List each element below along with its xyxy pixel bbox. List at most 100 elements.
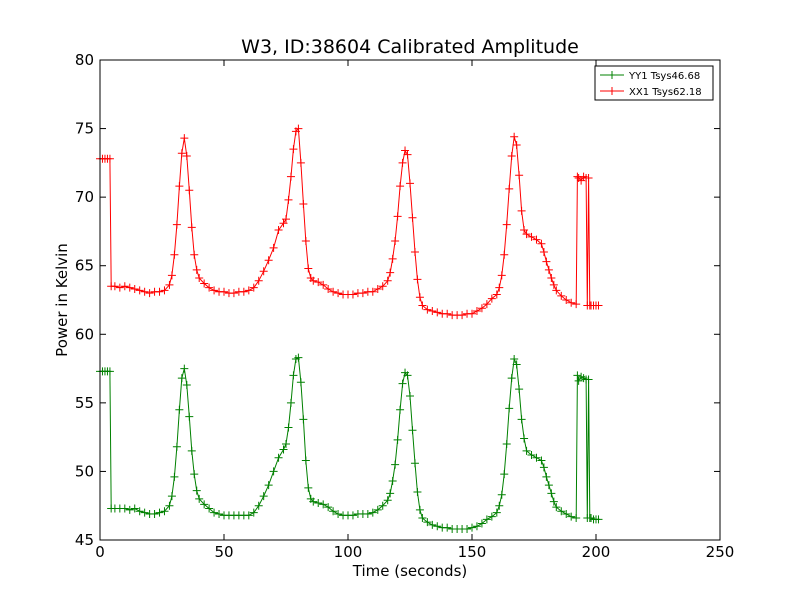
data-point-marker xyxy=(415,505,424,514)
data-point-marker xyxy=(284,423,293,432)
data-point-marker xyxy=(547,274,556,283)
data-point-marker xyxy=(495,501,504,510)
data-point-marker xyxy=(309,276,318,285)
data-point-marker xyxy=(413,488,422,496)
data-point-marker xyxy=(182,152,191,160)
y-tick-label: 70 xyxy=(75,188,94,206)
series-2 xyxy=(96,124,603,320)
data-point-marker xyxy=(383,496,392,505)
data-point-marker xyxy=(329,287,338,296)
data-point-marker xyxy=(567,298,576,307)
data-point-marker xyxy=(522,230,531,239)
legend-box xyxy=(594,65,714,101)
data-point-marker xyxy=(517,415,526,424)
data-point-marker xyxy=(472,522,481,531)
data-point-marker xyxy=(383,276,392,285)
data-point-marker xyxy=(520,226,529,235)
data-point-marker xyxy=(279,219,288,228)
data-point-marker xyxy=(507,374,516,383)
data-point-marker xyxy=(577,176,586,185)
data-point-marker xyxy=(205,283,214,292)
data-point-marker xyxy=(195,494,204,503)
legend-entry: XX1 Tsys62.18 xyxy=(600,87,702,98)
data-point-marker xyxy=(269,467,278,476)
data-point-marker xyxy=(264,481,273,490)
data-point-marker xyxy=(299,415,308,424)
data-point-marker xyxy=(244,511,253,520)
data-point-marker xyxy=(532,235,541,244)
data-point-marker xyxy=(542,472,551,481)
data-point-marker xyxy=(408,213,417,222)
legend-label: XX1 Tsys62.18 xyxy=(629,87,702,98)
data-point-marker xyxy=(594,515,603,524)
data-point-marker xyxy=(249,508,258,517)
data-point-marker xyxy=(215,509,224,518)
series-1 xyxy=(96,353,603,534)
data-point-marker xyxy=(393,435,402,444)
legend-marker xyxy=(608,87,616,95)
data-point-marker xyxy=(289,371,298,380)
data-point-marker xyxy=(348,290,357,299)
data-point-marker xyxy=(187,446,196,455)
data-point-marker xyxy=(286,398,295,407)
data-point-marker xyxy=(125,283,134,292)
data-point-marker xyxy=(264,256,273,265)
data-point-marker xyxy=(105,367,114,376)
data-point-marker xyxy=(368,287,377,296)
data-point-marker xyxy=(329,507,338,516)
data-point-marker xyxy=(410,459,419,468)
series-line xyxy=(100,127,599,316)
data-point-marker xyxy=(180,134,189,143)
data-point-marker xyxy=(294,124,303,133)
data-point-marker xyxy=(487,294,496,303)
data-point-marker xyxy=(391,237,400,246)
data-point-marker xyxy=(175,405,184,414)
data-point-marker xyxy=(398,158,407,167)
ticks-layer: 0 50 100 150 200 250 45 50 55 60 65 70 75 80 xyxy=(75,51,734,561)
data-point-marker xyxy=(406,179,414,188)
data-point-marker xyxy=(155,287,164,296)
data-point-marker xyxy=(515,385,524,394)
data-point-marker xyxy=(373,285,382,294)
data-point-marker xyxy=(155,508,164,517)
data-point-marker xyxy=(177,374,186,383)
data-point-marker xyxy=(324,285,333,294)
data-point-marker xyxy=(418,301,427,310)
y-tick-label: 60 xyxy=(75,325,94,343)
data-point-marker xyxy=(549,280,558,289)
data-point-marker xyxy=(415,293,424,302)
y-tick-label: 65 xyxy=(75,257,94,275)
data-point-marker xyxy=(512,360,521,369)
data-point-marker xyxy=(140,287,149,296)
data-point-marker xyxy=(527,232,536,241)
data-point-marker xyxy=(301,237,310,246)
legend-label: YY1 Tsys46.68 xyxy=(628,71,700,82)
data-point-marker xyxy=(477,519,486,528)
data-point-marker xyxy=(487,512,496,521)
data-point-marker xyxy=(463,525,472,534)
data-point-marker xyxy=(192,265,201,274)
data-point-marker xyxy=(497,490,506,499)
data-point-marker xyxy=(584,173,593,182)
data-point-marker xyxy=(363,509,372,518)
data-point-marker xyxy=(205,504,214,513)
data-point-marker xyxy=(220,287,228,296)
data-point-marker xyxy=(210,286,219,295)
data-point-marker xyxy=(510,354,519,363)
data-point-marker xyxy=(282,215,290,224)
data-point-marker xyxy=(497,271,506,280)
data-point-marker xyxy=(200,500,209,509)
data-point-marker xyxy=(495,283,504,292)
data-point-marker xyxy=(125,505,134,514)
data-point-marker xyxy=(544,481,553,490)
x-tick-label: 0 xyxy=(95,543,105,561)
data-point-marker xyxy=(423,305,432,314)
data-point-marker xyxy=(517,206,526,215)
y-tick-label: 80 xyxy=(75,51,94,69)
data-point-marker xyxy=(304,483,313,492)
data-point-marker xyxy=(520,434,529,443)
data-point-marker xyxy=(314,278,323,287)
series-line xyxy=(100,356,599,530)
data-point-marker xyxy=(532,453,541,462)
data-point-marker xyxy=(492,508,501,517)
